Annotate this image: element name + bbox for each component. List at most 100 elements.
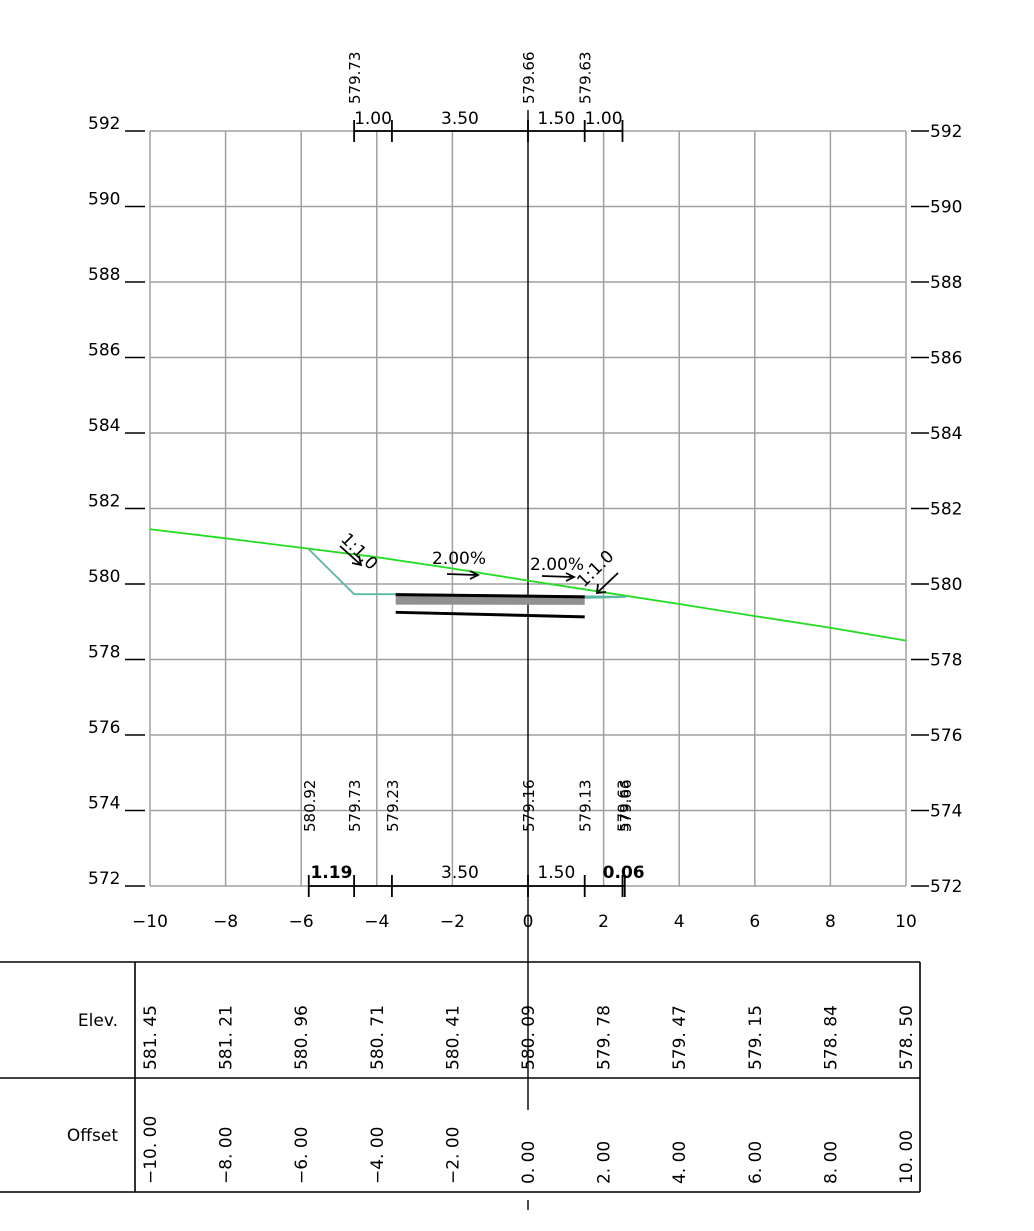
table-cell: 10. 00: [897, 1130, 917, 1184]
table-cell: −2. 00: [443, 1127, 463, 1185]
table-cell: 580. 09: [519, 1005, 539, 1070]
top-dimension-chain: 1.00 3.50 1.50 1.00 579.73 579.66 579.63: [346, 52, 624, 142]
table-cell: −6. 00: [292, 1127, 312, 1185]
table-cell: 580. 71: [368, 1005, 388, 1070]
bottom-dimension-label: 0.06: [603, 863, 645, 883]
side-slope-right-arrow: [597, 572, 619, 593]
elevation-label-left: 582: [88, 492, 120, 512]
table-cell: −8. 00: [217, 1127, 237, 1185]
bottom-elevation-label: 579.16: [520, 780, 538, 833]
top-elevation-label: 579.66: [520, 52, 538, 105]
elevation-label-right: 584: [930, 424, 962, 444]
bottom-dimension-chain: 1.19 3.50 1.50 0.06 580.92 579.73 579.23 579.16…: [301, 780, 645, 897]
elevation-label-right: 582: [930, 500, 962, 520]
bottom-elevation-label: 579.73: [346, 780, 364, 833]
elevation-label-left: 576: [88, 718, 120, 738]
pavement-bottom-line: [395, 610, 585, 619]
offset-label: −2: [440, 912, 465, 932]
elevation-label-left: 574: [88, 794, 120, 814]
pavement-top-line: [395, 593, 585, 599]
elevation-axis-left: 592 590 588 586 584 582 580 578 576 574 572: [88, 114, 145, 889]
table-cell: 579. 47: [670, 1005, 690, 1070]
elevation-label-left: 578: [88, 643, 120, 663]
top-dimension-label: 1.00: [354, 109, 392, 129]
top-elevation-label: 579.73: [346, 52, 364, 105]
bottom-elevation-label: 579.63: [615, 780, 633, 833]
table-cell: 6. 00: [746, 1141, 766, 1184]
table-cell: 580. 41: [443, 1005, 463, 1070]
cross-slope-right-arrow: [541, 575, 573, 578]
bottom-dimension-label: 1.19: [310, 863, 352, 883]
table-cell: 4. 00: [670, 1141, 690, 1184]
elevation-label-right: 580: [930, 575, 962, 595]
offset-label: 6: [749, 912, 760, 932]
elevation-axis-right: 592 590 588 586 584 582 580 578 576 574 572: [911, 122, 962, 897]
table-cell: −4. 00: [368, 1127, 388, 1185]
design-section: [308, 548, 627, 599]
elevation-label-right: 572: [930, 877, 962, 897]
cross-slope-right-label: 2.00%: [530, 555, 584, 575]
elevation-label-left: 588: [88, 265, 120, 285]
bottom-dimension-label: 3.50: [441, 863, 479, 883]
cross-slope-left-arrow: [446, 573, 477, 576]
ground-line: [149, 528, 907, 642]
elevation-label-left: 592: [88, 114, 120, 134]
pavement-layer: [395, 593, 585, 619]
elevation-label-right: 574: [930, 802, 962, 822]
data-table: Elev. 581. 45 581. 21 580. 96 580. 71 580. 41…: [0, 961, 921, 1193]
offset-label: 10: [895, 912, 917, 932]
table-cell: 579. 78: [595, 1005, 615, 1070]
top-dimension-label: 3.50: [441, 109, 479, 129]
ground-polyline: [149, 528, 907, 642]
elevation-label-right: 592: [930, 122, 962, 142]
table-cell: 0. 00: [519, 1141, 539, 1184]
cross-slope-left-label: 2.00%: [432, 549, 486, 569]
top-dimension-label: 1.50: [537, 109, 575, 129]
elevation-label-right: 590: [930, 198, 962, 218]
bottom-elevation-label: 579.23: [384, 780, 402, 833]
side-slope-left-arrowhead: [351, 555, 363, 567]
elevation-label-right: 578: [930, 651, 962, 671]
side-slope-right-arrowhead: [595, 583, 607, 595]
bottom-elevation-label: 579.13: [577, 780, 595, 833]
side-slope-left-label: 1:1.0: [336, 529, 381, 574]
table-cell: 2. 00: [595, 1141, 615, 1184]
elevation-label-right: 576: [930, 726, 962, 746]
elevation-label-left: 572: [88, 869, 120, 889]
elevation-label-left: 580: [88, 567, 120, 587]
side-slope-left-arrow: [339, 545, 361, 565]
offset-label: 2: [598, 912, 609, 932]
offset-label: 8: [825, 912, 836, 932]
elevation-label-right: 586: [930, 349, 962, 369]
table-cell: 581. 45: [141, 1005, 161, 1070]
table-cell: 578. 84: [821, 1005, 841, 1070]
offset-label: 4: [674, 912, 685, 932]
cross-slope-right-arrowhead: [565, 572, 577, 582]
bottom-elevation-label: 579.66: [617, 780, 635, 833]
offset-label: −8: [213, 912, 238, 932]
design-polyline: [308, 548, 627, 599]
offset-axis: −10 −8 −6 −4 −2 0 2 4 6 8 10: [132, 912, 917, 932]
top-dimension-label: 1.00: [585, 109, 623, 129]
elevation-label-right: 588: [930, 273, 962, 293]
table-cell: 578. 50: [897, 1005, 917, 1070]
elevation-label-left: 590: [88, 190, 120, 210]
table-row-label: Offset: [67, 1126, 118, 1146]
table-cell: 8. 00: [821, 1141, 841, 1184]
table-cell: 580. 96: [292, 1005, 312, 1070]
offset-label: −10: [132, 912, 168, 932]
elevation-label-left: 586: [88, 341, 120, 361]
offset-label: −6: [289, 912, 314, 932]
table-cell: −10. 00: [141, 1116, 161, 1184]
bottom-dimension-label: 1.50: [537, 863, 575, 883]
elevation-label-left: 584: [88, 416, 120, 436]
table-row-label: Elev.: [78, 1011, 118, 1031]
top-elevation-label: 579.63: [577, 52, 595, 105]
bottom-elevation-label: 580.92: [301, 780, 319, 833]
cross-slope-left-arrowhead: [469, 570, 481, 580]
table-cell: 581. 21: [217, 1005, 237, 1070]
table-cell: 579. 15: [746, 1005, 766, 1070]
offset-label: −4: [364, 912, 389, 932]
